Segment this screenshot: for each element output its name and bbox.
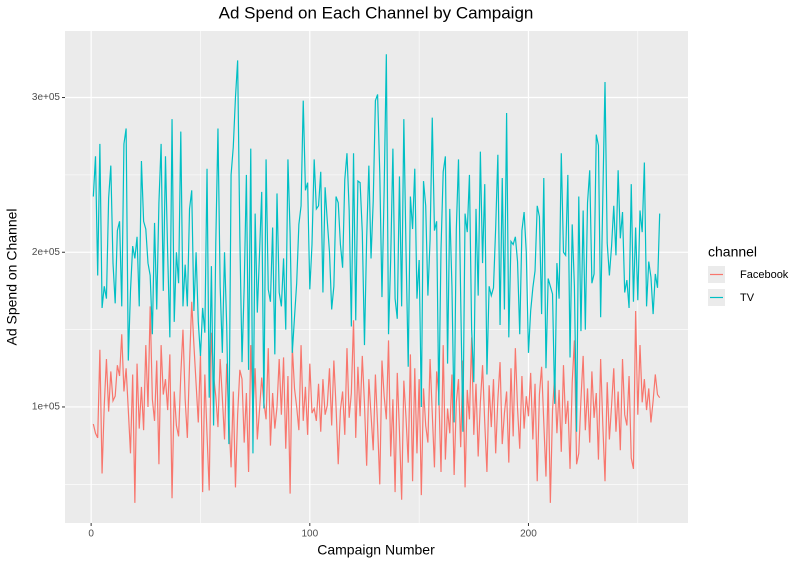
x-tick-label: 0 — [88, 529, 94, 540]
y-tick-label: 1e+05 — [32, 402, 61, 413]
y-tick-label: 3e+05 — [32, 92, 61, 103]
legend-label: TV — [740, 292, 755, 304]
y-tick-label: 2e+05 — [32, 247, 61, 258]
x-tick-label: 200 — [520, 529, 537, 540]
chart-title: Ad Spend on Each Channel by Campaign — [219, 3, 534, 22]
legend-label: Facebook — [740, 269, 789, 281]
legend-title: channel — [708, 244, 757, 260]
series-line — [92, 54, 661, 454]
y-axis-title: Ad Spend on Channel — [4, 209, 20, 346]
series-line — [92, 301, 661, 503]
x-tick-label: 100 — [301, 529, 318, 540]
x-axis-title: Campaign Number — [317, 542, 435, 558]
